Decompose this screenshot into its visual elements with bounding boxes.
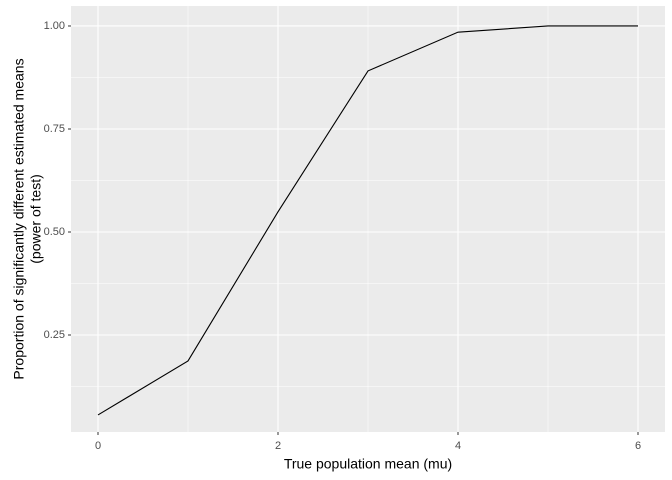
y-tick-label: 0.25 — [44, 329, 65, 341]
y-tick-label: 1.00 — [44, 20, 65, 32]
x-axis-title: True population mean (mu) — [284, 456, 452, 472]
y-tick-label: 0.50 — [44, 226, 65, 238]
x-tick-label: 4 — [455, 440, 461, 452]
x-tick-label: 2 — [275, 440, 281, 452]
y-tick-label: 0.75 — [44, 123, 65, 135]
y-axis-title: Proportion of significantly different es… — [11, 58, 27, 379]
y-axis-title: (power of test) — [28, 174, 44, 263]
x-tick-label: 6 — [635, 440, 641, 452]
line — [97, 25, 638, 416]
x-tick-label: 0 — [95, 440, 101, 452]
